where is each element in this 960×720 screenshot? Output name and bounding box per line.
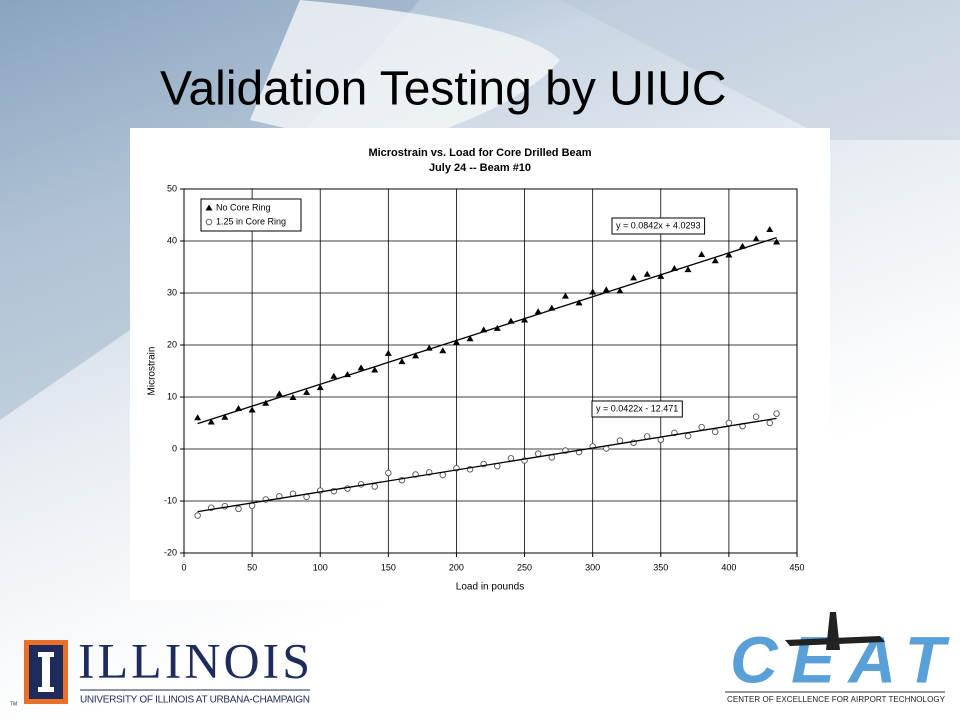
legend: [200, 198, 302, 232]
point: [248, 406, 256, 413]
point: [275, 390, 283, 397]
x-tick-label: 0: [181, 562, 186, 572]
logo-text: ILLINOIS: [78, 632, 310, 688]
point: [534, 308, 542, 315]
y-tick-label: 20: [167, 339, 177, 349]
airplane: [250, 0, 560, 150]
point: [725, 251, 733, 258]
slide-title: Validation Testing by UIUC: [160, 63, 727, 116]
point: [289, 394, 297, 401]
point: [235, 505, 242, 513]
point: [221, 413, 229, 420]
legend-label: 1.25 in Core Ring: [216, 216, 286, 226]
point: [630, 274, 638, 281]
x-tick-label: 450: [789, 562, 804, 572]
point: [412, 352, 420, 359]
chart-subtitle: July 24 -- Beam #10: [429, 162, 531, 174]
x-tick-label: 100: [313, 562, 328, 572]
point: [303, 388, 311, 395]
point: [698, 251, 706, 258]
point: [657, 272, 665, 279]
legend-marker: [205, 204, 213, 211]
trendline-box: [591, 400, 683, 418]
point: [534, 450, 542, 457]
point: [712, 428, 719, 436]
point: [207, 418, 215, 425]
point: [752, 235, 760, 242]
point: [466, 335, 474, 342]
trendline-label: y = 0.0842x + 4.0293: [616, 220, 701, 230]
y-tick-label: 40: [167, 235, 177, 245]
logo-subtext: CENTER OF EXCELLENCE FOR AIRPORT TECHNOL…: [727, 695, 946, 704]
x-tick-label: 400: [721, 562, 736, 572]
y-axis-label: Microstrain: [147, 347, 158, 396]
point: [752, 413, 760, 421]
y-tick-label: -20: [164, 547, 177, 557]
point: [725, 419, 733, 427]
point: [398, 358, 406, 365]
x-tick-label: 200: [449, 562, 464, 572]
point: [439, 347, 447, 354]
point: [684, 432, 692, 440]
legend-label: No Core Ring: [216, 202, 271, 212]
x-axis-label: Load in pounds: [456, 582, 524, 593]
bg-shape: [560, 0, 960, 140]
x-tick-label: 300: [585, 562, 600, 572]
x-tick-label: 250: [517, 562, 532, 572]
chart-title: Microstrain vs. Load for Core Drilled Be…: [368, 147, 591, 159]
logo-plane: [826, 612, 840, 650]
point: [330, 372, 338, 379]
y-tick-label: 10: [167, 391, 177, 401]
y-tick-label: -10: [164, 495, 177, 505]
point: [357, 364, 365, 371]
point: [643, 270, 651, 277]
point: [452, 338, 460, 345]
trendline: [197, 236, 777, 425]
y-tick-label: 50: [167, 183, 177, 193]
point: [698, 423, 705, 431]
point: [766, 419, 774, 427]
point: [316, 384, 324, 391]
point: [616, 287, 624, 294]
point: [194, 512, 201, 519]
point: [384, 349, 392, 356]
point: [766, 226, 774, 233]
trendline-label: y = 0.0422x - 12.471: [596, 403, 678, 413]
trendline: [197, 417, 777, 513]
x-tick-label: 150: [381, 562, 396, 572]
point: [616, 437, 624, 444]
point: [602, 286, 610, 293]
y-tick-label: 0: [172, 443, 177, 453]
logo-subtext: UNIVERSITY OF ILLINOIS AT URBANA-CHAMPAI…: [80, 695, 310, 706]
point: [773, 410, 780, 417]
point: [589, 288, 597, 295]
logo-tm: TM: [10, 701, 17, 707]
legend-marker: [205, 218, 213, 226]
point: [371, 483, 378, 490]
point: [575, 299, 583, 306]
trendline-box: [611, 217, 706, 235]
point: [711, 257, 719, 264]
point: [371, 366, 379, 373]
y-tick-label: 30: [167, 287, 177, 297]
x-tick-label: 350: [653, 562, 668, 572]
x-tick-label: 50: [247, 562, 257, 572]
point: [773, 238, 781, 245]
point: [684, 266, 692, 273]
point: [521, 316, 529, 323]
plot-frame: [183, 188, 798, 554]
point: [385, 469, 392, 477]
point: [739, 242, 747, 249]
point: [194, 414, 202, 421]
logo-icon: [38, 652, 54, 692]
point: [561, 292, 569, 299]
point: [262, 399, 270, 406]
